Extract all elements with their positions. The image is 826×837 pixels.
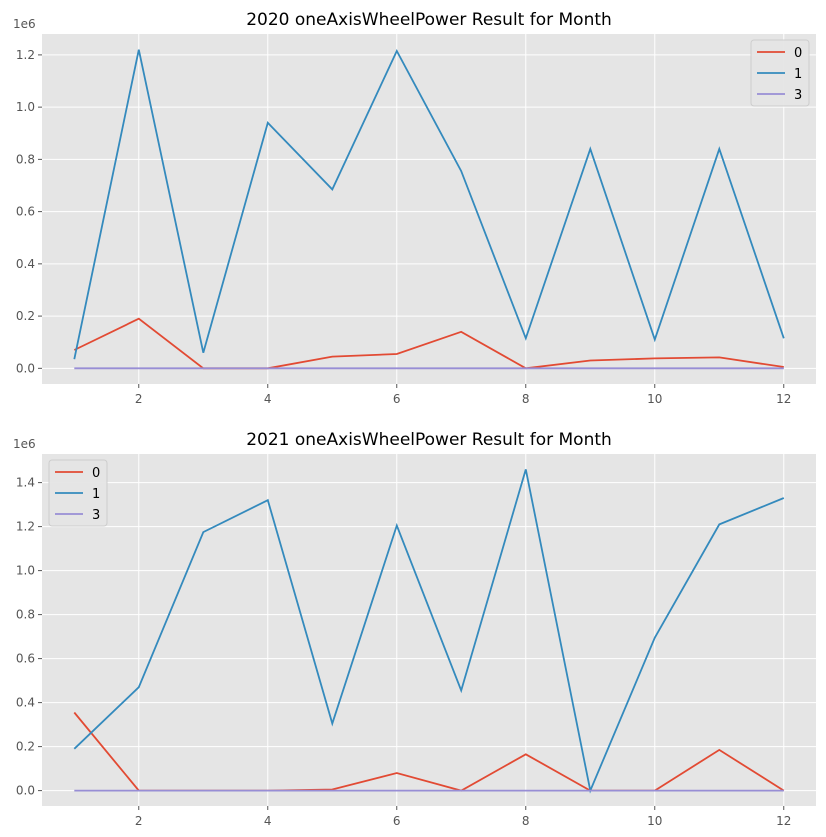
legend-label-3: 3	[794, 88, 802, 103]
y-tick-label: 1.4	[16, 476, 35, 490]
y-tick-label: 1.2	[16, 520, 35, 534]
y-axis-ticks: 0.0 0.2 0.4 0.6 0.8 1.0 1.2 1.4	[16, 476, 42, 798]
y-tick-label: 0.8	[16, 152, 35, 166]
x-tick-label: 2	[135, 392, 143, 406]
y-tick-label: 0.8	[16, 608, 35, 622]
legend-label-3: 3	[92, 508, 100, 523]
x-tick-label: 8	[522, 814, 530, 828]
y-multiplier-label: 1e6	[13, 17, 36, 31]
x-tick-label: 10	[647, 392, 662, 406]
chart-title: 2020 oneAxisWheelPower Result for Month	[246, 10, 612, 30]
y-axis-ticks: 0.0 0.2 0.4 0.6 0.8 1.0 1.2	[16, 48, 42, 375]
y-tick-label: 1.2	[16, 48, 35, 62]
x-tick-label: 12	[776, 392, 791, 406]
x-tick-label: 6	[393, 392, 401, 406]
legend-label-1: 1	[92, 487, 100, 502]
legend: 0 1 3	[750, 39, 810, 107]
y-tick-label: 0.4	[16, 257, 35, 271]
legend-label-0: 0	[794, 46, 802, 61]
x-tick-label: 6	[393, 814, 401, 828]
x-tick-label: 10	[647, 814, 662, 828]
legend-label-0: 0	[92, 466, 100, 481]
x-axis-ticks: 2 4 6 8 10 12	[135, 806, 791, 828]
y-tick-label: 1.0	[16, 564, 35, 578]
series-line-1	[73, 469, 785, 794]
chart-title: 2021 oneAxisWheelPower Result for Month	[246, 430, 612, 450]
y-tick-label: 0.6	[16, 652, 35, 666]
x-tick-label: 4	[264, 814, 272, 828]
series-line-0	[73, 317, 784, 370]
y-tick-label: 0.0	[16, 784, 35, 798]
x-tick-label: 8	[522, 392, 530, 406]
plot-area	[42, 34, 816, 384]
x-tick-label: 2	[135, 814, 143, 828]
x-tick-label: 4	[264, 392, 272, 406]
y-multiplier-label: 1e6	[13, 437, 36, 451]
plot-area	[42, 454, 816, 806]
series-line-1	[73, 48, 785, 360]
y-tick-label: 0.0	[16, 361, 35, 375]
chart-2020: 2020 oneAxisWheelPower Result for Month …	[13, 10, 816, 406]
legend-label-1: 1	[794, 67, 802, 82]
x-axis-ticks: 2 4 6 8 10 12	[135, 384, 791, 406]
y-tick-label: 0.2	[16, 740, 35, 754]
x-tick-label: 12	[776, 814, 791, 828]
y-tick-label: 1.0	[16, 100, 35, 114]
series-lines	[73, 469, 785, 794]
y-tick-label: 0.2	[16, 309, 35, 323]
series-lines	[73, 48, 785, 370]
y-tick-label: 0.4	[16, 696, 35, 710]
y-tick-label: 0.6	[16, 205, 35, 219]
legend: 0 1 3	[48, 459, 108, 527]
chart-2021: 2021 oneAxisWheelPower Result for Month …	[13, 430, 816, 828]
